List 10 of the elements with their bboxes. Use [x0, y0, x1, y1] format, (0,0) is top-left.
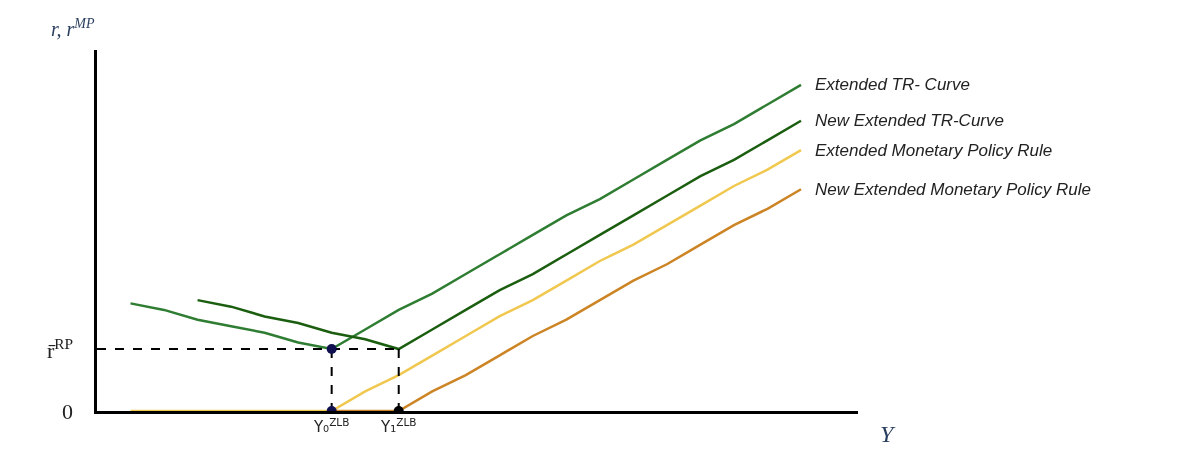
series-label: Extended Monetary Policy Rule [815, 141, 1053, 160]
series-label: New Extended TR-Curve [815, 111, 1004, 130]
x-tick-label: Y₀$^{ZLB}$ [312, 415, 350, 436]
y-axis-title: r, r$^{MP}$ [51, 16, 96, 41]
x-tick-label: Y₁$^{ZLB}$ [380, 415, 417, 436]
text: 0 [62, 399, 73, 424]
text: r̄$^{RP}$ [47, 335, 74, 364]
x-axis-title: Y [880, 421, 896, 447]
series-label: New Extended Monetary Policy Rule [815, 180, 1091, 199]
series-label: Extended TR- Curve [815, 75, 970, 94]
